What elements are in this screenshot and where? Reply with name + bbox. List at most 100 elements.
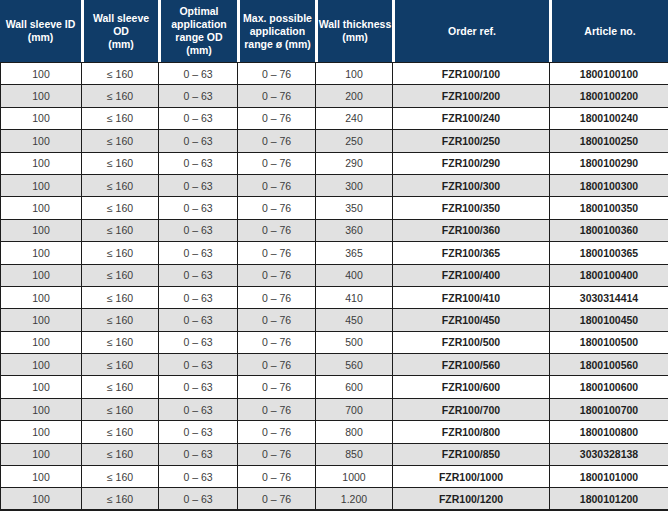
table-row: 100≤ 1600 – 630 – 76410FZR100/4103030314…: [1, 286, 668, 308]
cell-wall-sleeve-od: ≤ 160: [82, 219, 159, 241]
cell-order-ref: FZR100/600: [393, 376, 550, 398]
table-row: 100≤ 1600 – 630 – 76560FZR100/5601800100…: [1, 354, 668, 376]
cell-order-ref: FZR100/350: [393, 197, 550, 219]
cell-wall-sleeve-id: 100: [1, 197, 82, 219]
cell-order-ref: FZR100/360: [393, 219, 550, 241]
cell-max-range: 0 – 76: [238, 466, 316, 488]
cell-wall-thickness: 450: [316, 309, 393, 331]
cell-wall-sleeve-od: ≤ 160: [82, 488, 159, 510]
column-header-optimal-range: Optimal application range OD (mm): [158, 0, 237, 62]
cell-wall-sleeve-id: 100: [1, 152, 82, 174]
cell-optimal-range: 0 – 63: [159, 398, 238, 420]
cell-optimal-range: 0 – 63: [159, 107, 238, 129]
cell-article-no: 1800100450: [550, 309, 668, 331]
cell-wall-thickness: 800: [316, 421, 393, 443]
cell-wall-sleeve-id: 100: [1, 331, 82, 353]
cell-max-range: 0 – 76: [238, 197, 316, 219]
cell-article-no: 1800101000: [550, 466, 668, 488]
cell-wall-sleeve-id: 100: [1, 309, 82, 331]
cell-wall-sleeve-id: 100: [1, 242, 82, 264]
cell-wall-thickness: 100: [316, 63, 393, 85]
cell-max-range: 0 – 76: [238, 107, 316, 129]
cell-wall-sleeve-od: ≤ 160: [82, 174, 159, 196]
cell-optimal-range: 0 – 63: [159, 354, 238, 376]
cell-wall-sleeve-od: ≤ 160: [82, 376, 159, 398]
table-row: 100≤ 1600 – 630 – 76300FZR100/3001800100…: [1, 174, 668, 196]
cell-wall-thickness: 290: [316, 152, 393, 174]
cell-article-no: 1800100250: [550, 130, 668, 152]
cell-article-no: 3030314414: [550, 286, 668, 308]
cell-max-range: 0 – 76: [238, 130, 316, 152]
cell-article-no: 1800100360: [550, 219, 668, 241]
column-header-order-ref: Order ref.: [392, 0, 549, 62]
cell-max-range: 0 – 76: [238, 376, 316, 398]
product-table-page: Wall sleeve ID (mm)Wall sleeve OD (mm)Op…: [0, 0, 668, 532]
table-header-row: Wall sleeve ID (mm)Wall sleeve OD (mm)Op…: [0, 0, 668, 62]
cell-order-ref: FZR100/560: [393, 354, 550, 376]
cell-optimal-range: 0 – 63: [159, 197, 238, 219]
table-body: 100≤ 1600 – 630 – 76100FZR100/1001800100…: [1, 63, 668, 511]
cell-wall-thickness: 1000: [316, 466, 393, 488]
cell-max-range: 0 – 76: [238, 354, 316, 376]
cell-wall-sleeve-od: ≤ 160: [82, 354, 159, 376]
cell-wall-thickness: 410: [316, 286, 393, 308]
cell-wall-sleeve-id: 100: [1, 443, 82, 465]
table-row: 100≤ 1600 – 630 – 76850FZR100/8503030328…: [1, 443, 668, 465]
table-row: 100≤ 1600 – 630 – 76500FZR100/5001800100…: [1, 331, 668, 353]
table-row: 100≤ 1600 – 630 – 76360FZR100/3601800100…: [1, 219, 668, 241]
cell-order-ref: FZR100/800: [393, 421, 550, 443]
cell-wall-thickness: 365: [316, 242, 393, 264]
cell-wall-thickness: 300: [316, 174, 393, 196]
cell-wall-sleeve-od: ≤ 160: [82, 466, 159, 488]
cell-max-range: 0 – 76: [238, 286, 316, 308]
cell-optimal-range: 0 – 63: [159, 264, 238, 286]
cell-max-range: 0 – 76: [238, 85, 316, 107]
table-row: 100≤ 1600 – 630 – 761.200FZR100/12001800…: [1, 488, 668, 510]
cell-wall-sleeve-od: ≤ 160: [82, 421, 159, 443]
cell-optimal-range: 0 – 63: [159, 242, 238, 264]
cell-wall-sleeve-od: ≤ 160: [82, 85, 159, 107]
cell-wall-sleeve-od: ≤ 160: [82, 242, 159, 264]
cell-wall-thickness: 360: [316, 219, 393, 241]
table-row: 100≤ 1600 – 630 – 76250FZR100/2501800100…: [1, 130, 668, 152]
cell-max-range: 0 – 76: [238, 488, 316, 510]
cell-wall-sleeve-od: ≤ 160: [82, 398, 159, 420]
column-header-wall-sleeve-od: Wall sleeve OD (mm): [81, 0, 158, 62]
table-row: 100≤ 1600 – 630 – 76240FZR100/2401800100…: [1, 107, 668, 129]
cell-wall-sleeve-id: 100: [1, 421, 82, 443]
cell-optimal-range: 0 – 63: [159, 421, 238, 443]
cell-wall-sleeve-od: ≤ 160: [82, 309, 159, 331]
table-row: 100≤ 1600 – 630 – 76800FZR100/8001800100…: [1, 421, 668, 443]
cell-optimal-range: 0 – 63: [159, 286, 238, 308]
product-table: 100≤ 1600 – 630 – 76100FZR100/1001800100…: [0, 62, 668, 511]
table-row: 100≤ 1600 – 630 – 76100FZR100/1001800100…: [1, 63, 668, 85]
table-row: 100≤ 1600 – 630 – 76365FZR100/3651800100…: [1, 242, 668, 264]
cell-article-no: 3030328138: [550, 443, 668, 465]
cell-order-ref: FZR100/400: [393, 264, 550, 286]
cell-article-no: 1800100290: [550, 152, 668, 174]
cell-article-no: 1800100500: [550, 331, 668, 353]
cell-wall-sleeve-od: ≤ 160: [82, 107, 159, 129]
cell-wall-sleeve-id: 100: [1, 354, 82, 376]
table-row: 100≤ 1600 – 630 – 76600FZR100/6001800100…: [1, 376, 668, 398]
cell-order-ref: FZR100/410: [393, 286, 550, 308]
cell-wall-sleeve-id: 100: [1, 488, 82, 510]
cell-optimal-range: 0 – 63: [159, 130, 238, 152]
cell-order-ref: FZR100/200: [393, 85, 550, 107]
cell-article-no: 1800100800: [550, 421, 668, 443]
cell-wall-thickness: 560: [316, 354, 393, 376]
column-header-wall-thickness: Wall thickness (mm): [315, 0, 392, 62]
cell-order-ref: FZR100/365: [393, 242, 550, 264]
column-header-wall-sleeve-id: Wall sleeve ID (mm): [0, 0, 81, 62]
cell-order-ref: FZR100/100: [393, 63, 550, 85]
cell-wall-sleeve-od: ≤ 160: [82, 152, 159, 174]
cell-wall-thickness: 400: [316, 264, 393, 286]
cell-wall-sleeve-id: 100: [1, 130, 82, 152]
cell-wall-sleeve-od: ≤ 160: [82, 264, 159, 286]
cell-optimal-range: 0 – 63: [159, 152, 238, 174]
cell-wall-thickness: 200: [316, 85, 393, 107]
cell-wall-sleeve-od: ≤ 160: [82, 197, 159, 219]
cell-max-range: 0 – 76: [238, 331, 316, 353]
cell-max-range: 0 – 76: [238, 63, 316, 85]
cell-wall-thickness: 850: [316, 443, 393, 465]
